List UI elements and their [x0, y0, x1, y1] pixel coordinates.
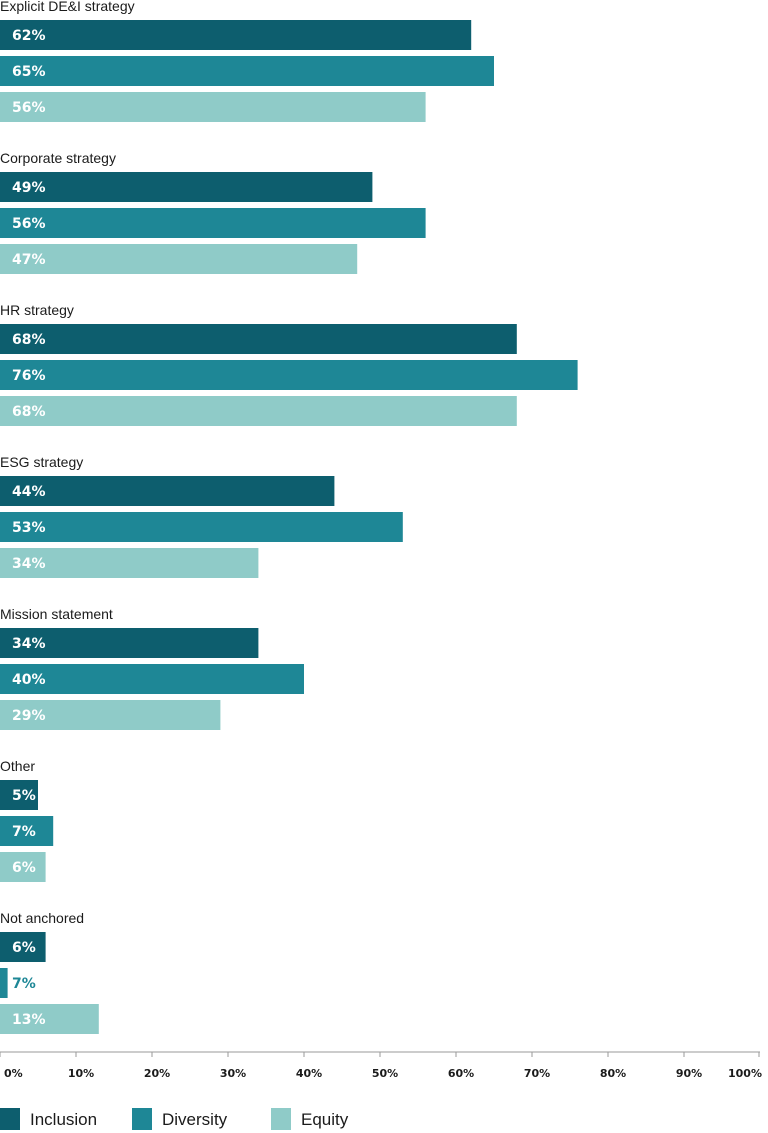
legend-label-inclusion: Inclusion — [30, 1110, 97, 1129]
value-label: 68% — [12, 404, 46, 420]
bar-inclusion — [0, 476, 335, 506]
x-tick-label: 70% — [524, 1067, 550, 1080]
x-tick-label: 80% — [600, 1067, 626, 1080]
x-tick-label: 10% — [68, 1067, 94, 1080]
value-label: 34% — [12, 636, 46, 652]
value-label: 62% — [12, 28, 46, 44]
bar-diversity — [0, 56, 494, 86]
value-label: 7% — [12, 976, 36, 992]
x-tick-label: 40% — [296, 1067, 322, 1080]
value-label: 56% — [12, 100, 46, 116]
legend-swatch-diversity — [132, 1108, 152, 1130]
value-label: 6% — [12, 860, 36, 876]
bar-inclusion — [0, 324, 517, 354]
category-label: Explicit DE&I strategy — [0, 0, 135, 14]
bar-diversity — [0, 968, 8, 998]
x-tick-label: 50% — [372, 1067, 398, 1080]
category-label: Not anchored — [0, 910, 84, 926]
value-label: 56% — [12, 216, 46, 232]
value-label: 44% — [12, 484, 46, 500]
bar-equity — [0, 396, 517, 426]
value-label: 40% — [12, 672, 46, 688]
category-label: Mission statement — [0, 606, 113, 622]
value-label: 65% — [12, 64, 46, 80]
legend-label-diversity: Diversity — [162, 1110, 228, 1129]
bar-diversity — [0, 360, 578, 390]
value-label: 34% — [12, 556, 46, 572]
value-label: 7% — [12, 824, 36, 840]
legend-swatch-inclusion — [0, 1108, 20, 1130]
value-label: 53% — [12, 520, 46, 536]
x-tick-label: 60% — [448, 1067, 474, 1080]
value-label: 76% — [12, 368, 46, 384]
bar-diversity — [0, 816, 54, 846]
x-tick-label: 0% — [4, 1067, 23, 1080]
bar-equity — [0, 548, 259, 578]
bar-equity — [0, 700, 221, 730]
value-label: 5% — [12, 788, 36, 804]
bar-inclusion — [0, 780, 38, 810]
value-label: 49% — [12, 180, 46, 196]
x-tick-label: 100% — [728, 1067, 762, 1080]
value-label: 13% — [12, 1012, 46, 1028]
bar-diversity — [0, 664, 304, 694]
value-label: 68% — [12, 332, 46, 348]
value-label: 29% — [12, 708, 46, 724]
category-label: ESG strategy — [0, 454, 83, 470]
bar-inclusion — [0, 932, 46, 962]
bar-equity — [0, 1004, 99, 1034]
bar-diversity — [0, 208, 426, 238]
legend-swatch-equity — [271, 1108, 291, 1130]
bar-equity — [0, 852, 46, 882]
x-tick-label: 20% — [144, 1067, 170, 1080]
bar-inclusion — [0, 172, 373, 202]
value-label: 6% — [12, 940, 36, 956]
bar-inclusion — [0, 20, 472, 50]
value-label: 47% — [12, 252, 46, 268]
x-tick-label: 30% — [220, 1067, 246, 1080]
x-tick-label: 90% — [676, 1067, 702, 1080]
bar-equity — [0, 244, 358, 274]
bar-inclusion — [0, 628, 259, 658]
bar-equity — [0, 92, 426, 122]
category-label: Other — [0, 758, 35, 774]
category-label: HR strategy — [0, 302, 74, 318]
category-label: Corporate strategy — [0, 150, 116, 166]
legend-label-equity: Equity — [301, 1110, 349, 1129]
bar-diversity — [0, 512, 403, 542]
